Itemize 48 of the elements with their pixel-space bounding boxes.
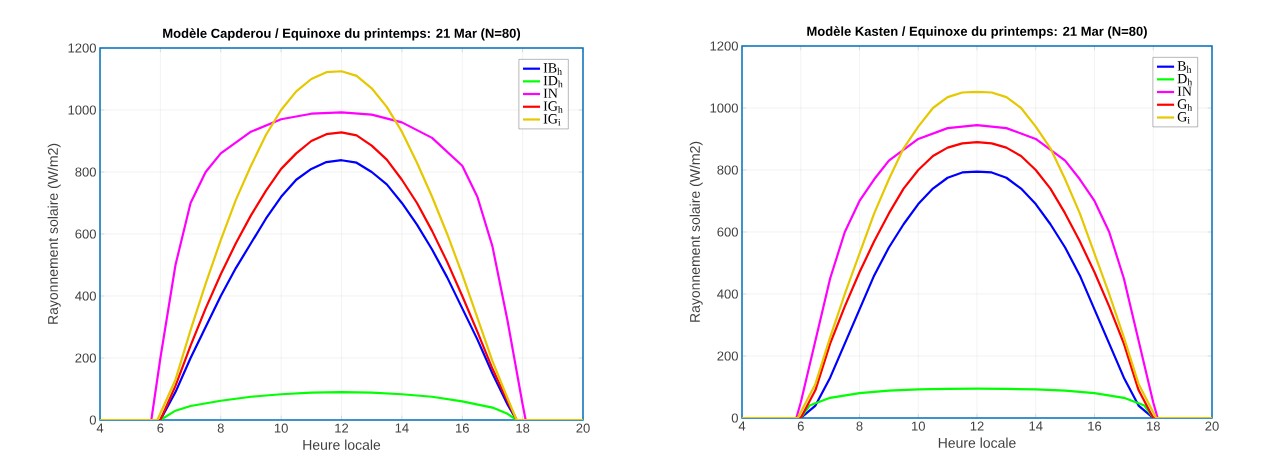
x-tick-label: 4	[738, 421, 746, 431]
x-tick-label: 4	[96, 423, 104, 433]
x-tick-label: 8	[856, 421, 863, 431]
x-tick-label: 10	[912, 421, 925, 431]
chart-title: Modèle Kasten / Equinoxe du printemps: 21 Mar (N=80)	[807, 26, 1147, 39]
legend-label: IN	[1177, 86, 1192, 96]
x-tick-label: 14	[395, 423, 409, 433]
legend-label: G$_{h}$	[1177, 99, 1193, 111]
y-tick-label: 800	[75, 167, 96, 177]
x-tick-label: 20	[576, 423, 590, 433]
y-tick-label: 600	[75, 229, 96, 239]
legend-label: IG$_{i}$	[543, 114, 561, 126]
x-tick-label: 16	[456, 423, 469, 433]
chart-title: Modèle Capderou / Equinoxe du printemps: 21 Mar (N=80)	[163, 28, 521, 41]
y-tick-label: 400	[717, 289, 738, 299]
legend-label: IN	[543, 88, 558, 98]
x-axis-title: Heure locale	[938, 437, 1016, 448]
legend-label: IG$_{h}$	[543, 101, 563, 113]
y-tick-label: 400	[75, 291, 96, 301]
legend-label: G$_{i}$	[1177, 112, 1190, 124]
x-tick-label: 6	[157, 423, 164, 433]
x-tick-label: 6	[797, 421, 804, 431]
x-tick-label: 16	[1088, 421, 1102, 431]
y-axis-title: Rayonnement solaire (W/m2)	[47, 143, 61, 324]
y-tick-label: 800	[717, 165, 738, 175]
x-tick-label: 18	[516, 423, 530, 433]
x-tick-label: 18	[1147, 421, 1160, 431]
y-tick-label: 0	[89, 415, 96, 425]
y-tick-label: 1000	[68, 105, 96, 115]
legend-label: IB$_{h}$	[543, 63, 562, 75]
x-tick-label: 8	[217, 423, 224, 433]
x-tick-label: 12	[335, 423, 349, 433]
y-tick-label: 200	[717, 351, 738, 361]
y-tick-label: 1200	[710, 41, 738, 51]
legend-label: B$_{h}$	[1177, 61, 1192, 73]
x-axis-title: Heure locale	[303, 439, 381, 450]
x-tick-label: 14	[1029, 421, 1043, 431]
x-tick-label: 10	[274, 423, 288, 433]
y-tick-label: 1200	[68, 43, 96, 53]
y-tick-label: 200	[75, 353, 96, 363]
x-tick-label: 12	[970, 421, 984, 431]
y-tick-label: 600	[717, 227, 738, 237]
legend-label: D$_{h}$	[1177, 74, 1193, 86]
y-tick-label: 0	[731, 413, 738, 423]
y-tick-label: 1000	[710, 103, 738, 113]
y-axis-title: Rayonnement solaire (W/m2)	[689, 141, 703, 322]
legend-label: ID$_{h}$	[543, 76, 563, 88]
x-tick-label: 20	[1205, 421, 1219, 431]
